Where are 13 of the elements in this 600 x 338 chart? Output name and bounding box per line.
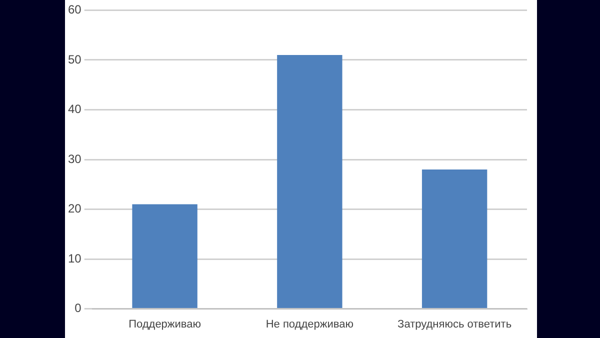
y-tick-label: 0 <box>74 301 82 316</box>
x-tick-label: Не поддерживаю <box>266 318 354 330</box>
y-tick-label: 40 <box>68 102 82 116</box>
bar <box>132 204 198 308</box>
y-tick-label: 20 <box>68 202 82 216</box>
x-tick-label: Затрудняюсь ответить <box>398 318 512 330</box>
y-tick-label: 60 <box>68 2 82 17</box>
y-tick-label: 30 <box>68 152 82 166</box>
bar <box>277 54 342 308</box>
y-tick-label: 10 <box>68 251 82 266</box>
x-tick-label: Поддерживаю <box>128 318 202 330</box>
y-tick-label: 50 <box>68 52 82 66</box>
bar <box>422 169 488 308</box>
